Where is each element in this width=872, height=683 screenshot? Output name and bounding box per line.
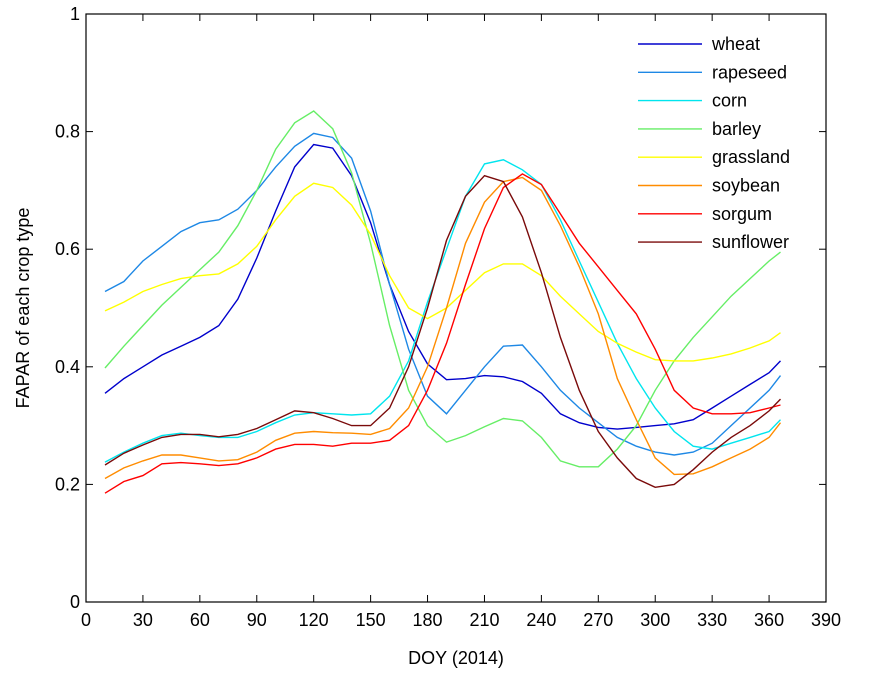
legend-label-sorgum: sorgum — [712, 204, 772, 224]
series-line-sorgum — [104, 173, 781, 494]
x-tick-label: 360 — [754, 610, 784, 630]
x-axis-title: DOY (2014) — [408, 648, 504, 668]
plot-frame — [85, 13, 827, 603]
y-tick-label: 0 — [70, 592, 80, 612]
x-tick-label: 210 — [469, 610, 499, 630]
x-tick-label: 180 — [413, 610, 443, 630]
legend-label-rapeseed: rapeseed — [712, 62, 787, 82]
x-tick-label: 390 — [811, 610, 841, 630]
series-line-sunflower — [104, 174, 782, 489]
x-tick-label: 60 — [190, 610, 210, 630]
series-line-soybean — [104, 176, 782, 480]
legend-label-wheat: wheat — [711, 34, 760, 54]
legend-label-soybean: soybean — [712, 176, 780, 196]
axis-ticks: 0 30 60 90 120 150 180 210 240 270 300 330 360 390 0 0.… — [55, 4, 841, 630]
x-tick-label: 270 — [583, 610, 613, 630]
y-axis-title: FAPAR of each crop type — [13, 208, 33, 409]
x-tick-label: 30 — [133, 610, 153, 630]
series-line-wheat — [104, 143, 782, 430]
legend: wheat rapeseed corn barley grassland soybean s… — [638, 34, 790, 252]
x-tick-label: 0 — [81, 610, 91, 630]
y-tick-label: 0.6 — [55, 239, 80, 259]
legend-label-barley: barley — [712, 119, 761, 139]
y-tick-label: 0.8 — [55, 122, 80, 142]
series-line-rapeseed — [104, 132, 782, 456]
y-tick-label: 0.4 — [55, 357, 80, 377]
legend-label-sunflower: sunflower — [712, 232, 789, 252]
x-tick-label: 330 — [697, 610, 727, 630]
series-line-barley — [104, 110, 781, 468]
x-tick-label: 150 — [356, 610, 386, 630]
legend-label-corn: corn — [712, 91, 747, 111]
x-tick-label: 120 — [299, 610, 329, 630]
series-line-grassland — [104, 182, 781, 362]
x-tick-label: 90 — [247, 610, 267, 630]
y-tick-label: 1 — [70, 4, 80, 24]
x-tick-label: 240 — [526, 610, 556, 630]
y-tick-label: 0.2 — [55, 474, 80, 494]
series-line-corn — [104, 159, 782, 463]
x-tick-label: 300 — [640, 610, 670, 630]
legend-label-grassland: grassland — [712, 147, 790, 167]
series-layer — [104, 110, 782, 494]
